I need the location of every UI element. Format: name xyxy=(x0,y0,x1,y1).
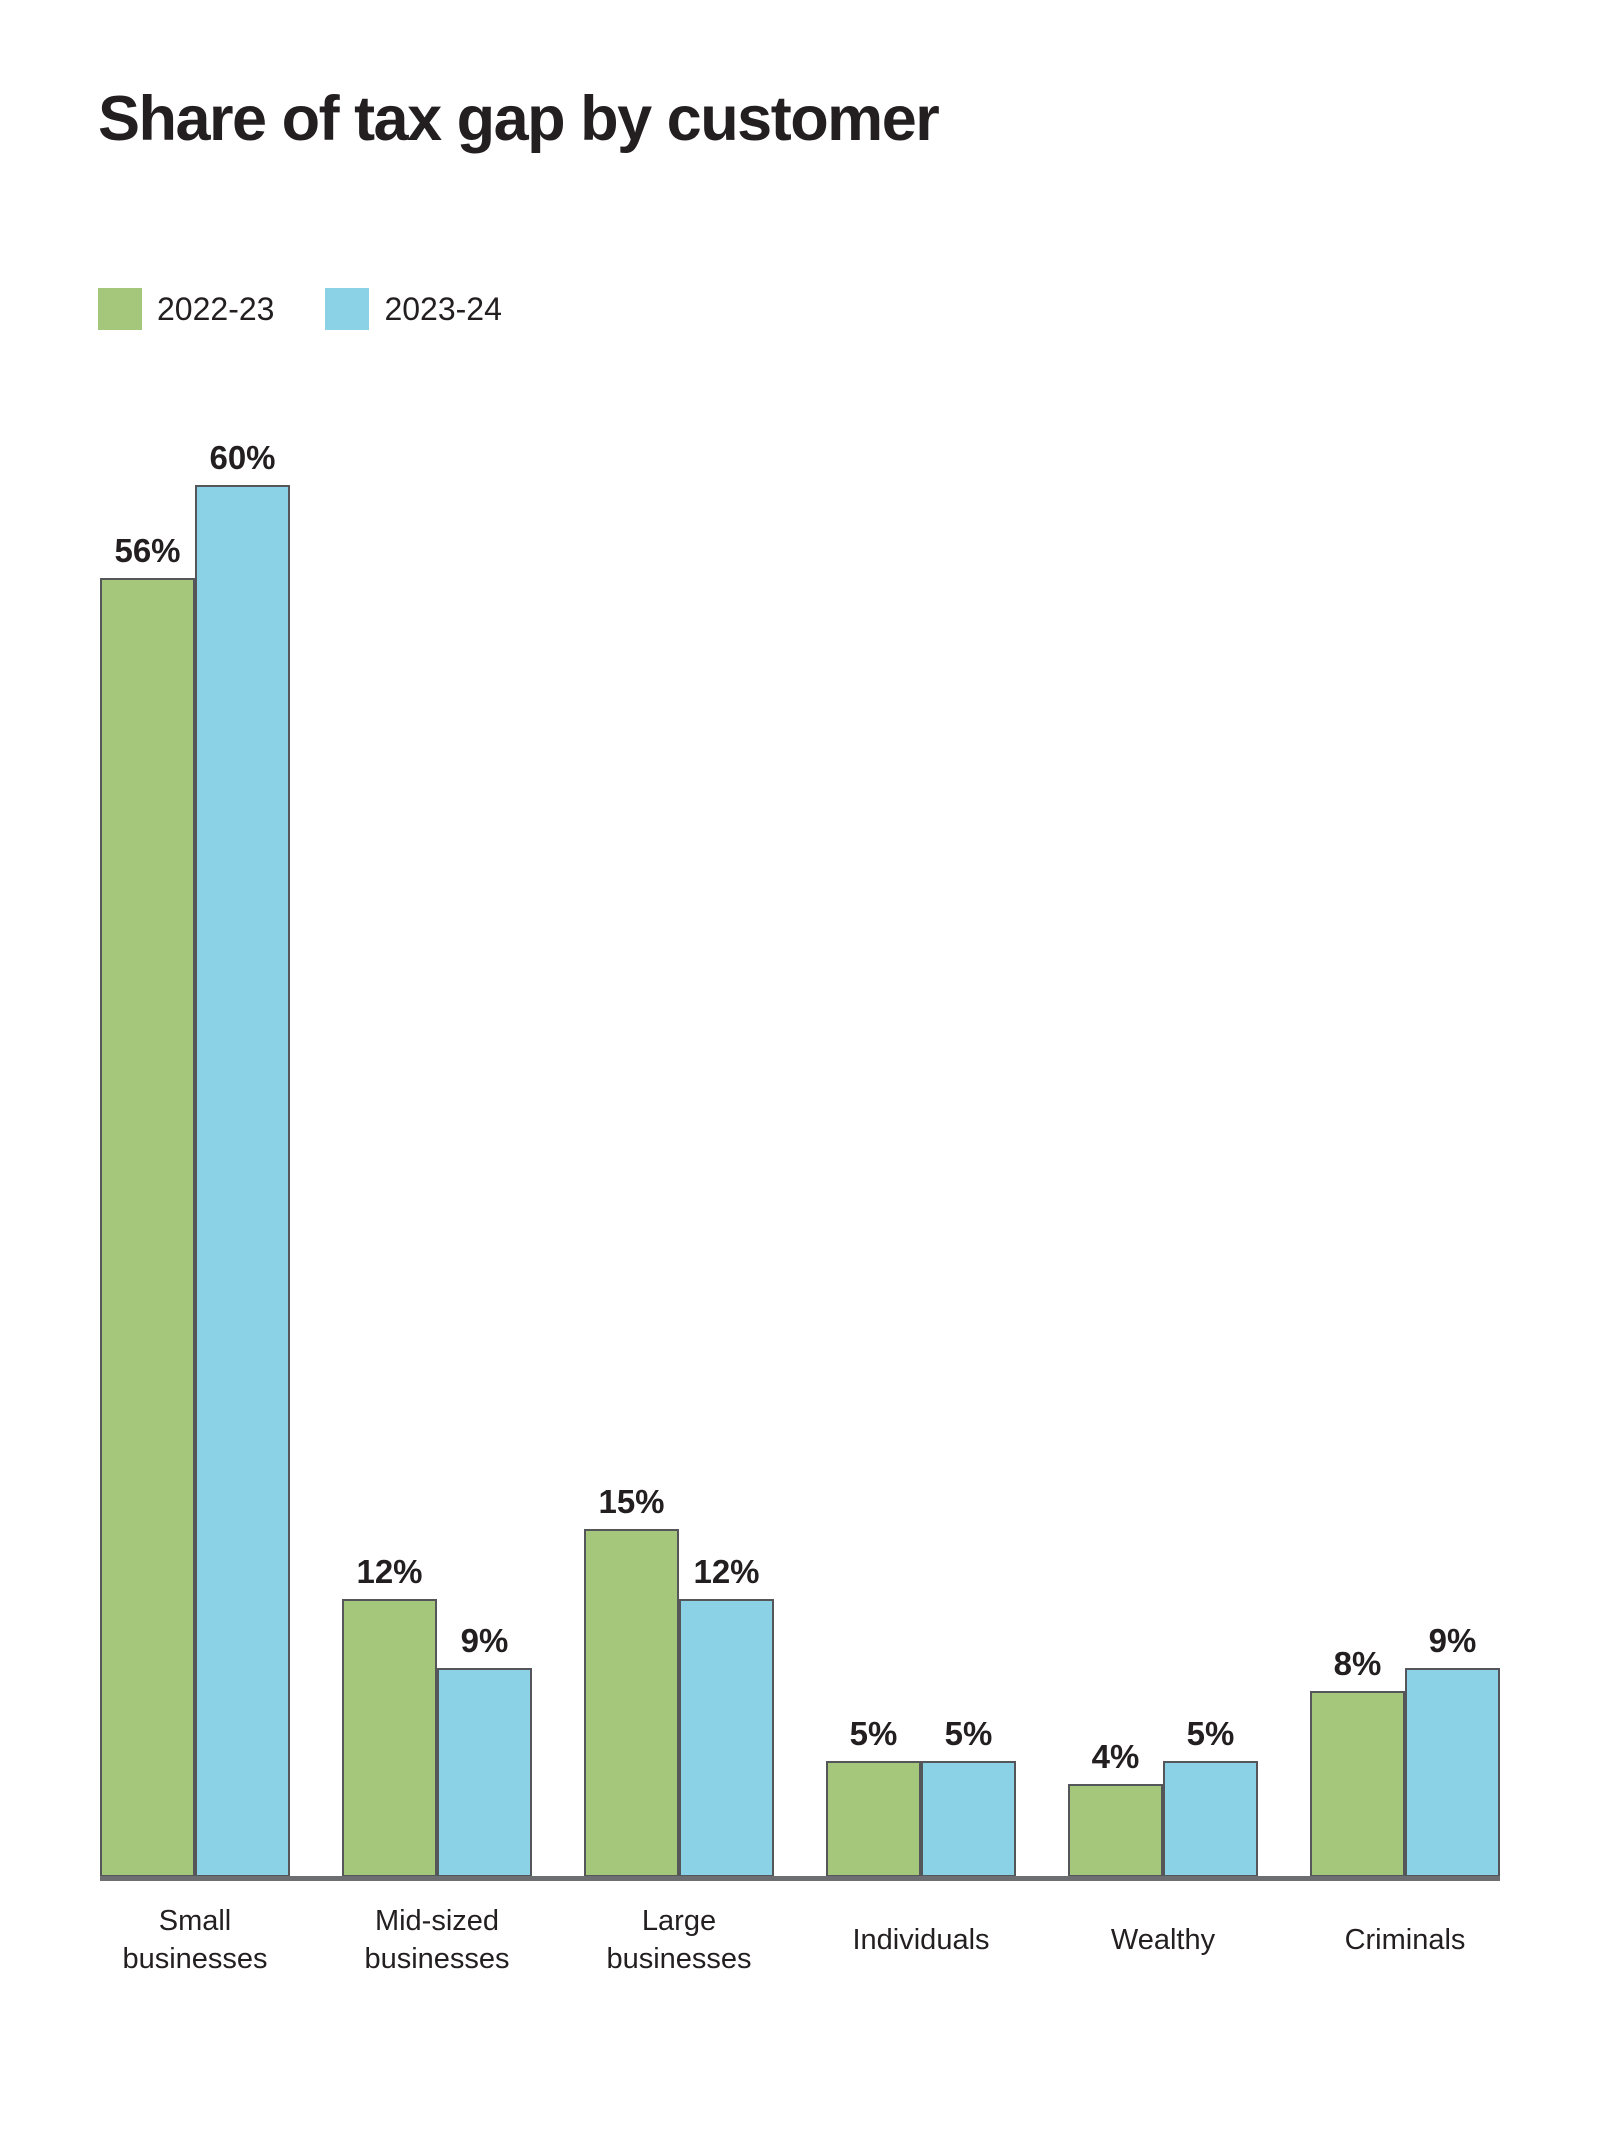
bar-value-label: 8% xyxy=(1333,1645,1382,1682)
legend-label: 2022-23 xyxy=(157,290,275,327)
bar-2022-23: 4% xyxy=(1068,1738,1163,1877)
bar-value-label: 60% xyxy=(209,439,276,476)
bar-group-individuals: 5% 5% xyxy=(826,1715,1016,1877)
bar-2023-24: 60% xyxy=(195,439,290,1877)
category-label-large: Large businesses xyxy=(606,1905,752,1975)
bar-value-label: 5% xyxy=(1186,1715,1235,1752)
bar-value-label: 12% xyxy=(356,1553,423,1590)
bar-2023-24: 9% xyxy=(1405,1622,1500,1877)
x-axis-line xyxy=(100,1876,1500,1881)
chart-legend: 2022-23 2023-24 xyxy=(98,288,502,330)
bar-chart-plot-area: 56% 60% 12% 9% 15% 12% 5% 5% 4% 5% 8% 9% xyxy=(100,439,1500,1877)
bar-value-label: 9% xyxy=(1428,1622,1477,1659)
legend-swatch-2023-24 xyxy=(325,288,370,330)
bar-group-large: 15% 12% xyxy=(584,1483,774,1877)
bar-group-wealthy: 4% 5% xyxy=(1068,1715,1258,1877)
bar-2022-23: 56% xyxy=(100,532,195,1877)
bar-group-small: 56% 60% xyxy=(100,439,290,1877)
bar-value-label: 9% xyxy=(460,1622,509,1659)
legend-swatch-2022-23 xyxy=(98,288,142,330)
bar-2023-24: 5% xyxy=(1163,1715,1258,1877)
legend-item-2023-24: 2023-24 xyxy=(325,288,502,330)
bar-value-label: 5% xyxy=(849,1715,898,1752)
category-label-criminals: Criminals xyxy=(1344,1924,1466,1957)
chart-title: Share of tax gap by customer xyxy=(98,84,940,154)
x-axis-category-labels: Small businesses Mid-sized businesses Larg… xyxy=(100,1903,1500,1979)
bar-2022-23: 8% xyxy=(1310,1645,1405,1877)
bar-group-mid-sized: 12% 9% xyxy=(342,1553,532,1877)
category-label-individuals: Individuals xyxy=(852,1924,990,1957)
category-label-mid-sized: Mid-sized businesses xyxy=(364,1905,510,1975)
bar-2022-23: 15% xyxy=(584,1483,679,1877)
category-label-small: Small businesses xyxy=(122,1905,268,1975)
bar-value-label: 56% xyxy=(114,532,181,569)
bar-value-label: 12% xyxy=(693,1553,760,1590)
bar-2022-23: 12% xyxy=(342,1553,437,1877)
legend-label: 2023-24 xyxy=(384,290,502,327)
legend-item-2022-23: 2022-23 xyxy=(98,288,274,330)
bar-group-criminals: 8% 9% xyxy=(1310,1622,1500,1877)
bar-value-label: 4% xyxy=(1091,1738,1140,1775)
bar-2023-24: 12% xyxy=(679,1553,774,1877)
bar-2022-23: 5% xyxy=(826,1715,921,1877)
bar-value-label: 15% xyxy=(598,1483,665,1520)
bar-2023-24: 9% xyxy=(437,1622,532,1877)
bar-value-label: 5% xyxy=(944,1715,993,1752)
bar-2023-24: 5% xyxy=(921,1715,1016,1877)
category-label-wealthy: Wealthy xyxy=(1110,1924,1216,1957)
